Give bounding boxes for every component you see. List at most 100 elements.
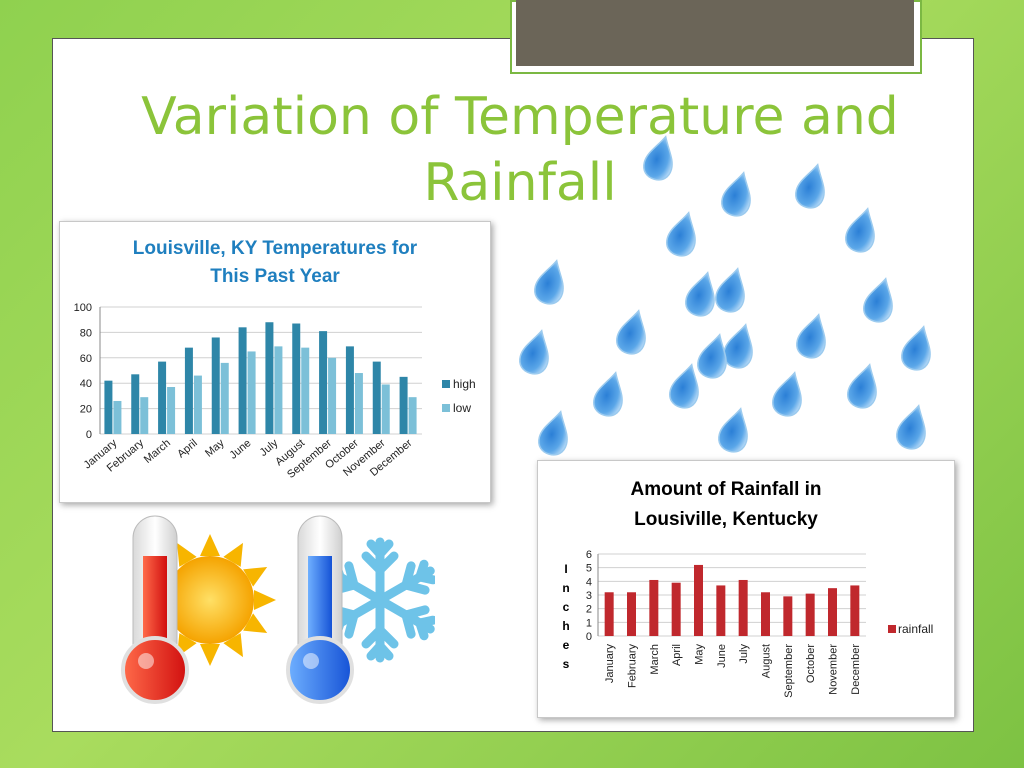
temperature-bar-high bbox=[104, 380, 113, 434]
temperature-y-tick-label: 20 bbox=[80, 404, 92, 416]
rainfall-bar bbox=[783, 596, 793, 636]
raindrop-icon bbox=[685, 271, 715, 317]
rainfall-bar bbox=[850, 585, 860, 636]
rainfall-bar bbox=[828, 588, 837, 636]
rainfall-x-tick-label: December bbox=[850, 644, 862, 695]
raindrop-icon bbox=[795, 163, 825, 209]
temperature-bar-low bbox=[247, 351, 256, 434]
temperature-bar-high bbox=[131, 374, 140, 434]
rainfall-y-tick-label: 3 bbox=[586, 590, 592, 602]
rainfall-y-axis-label-letter: I bbox=[564, 562, 567, 576]
temperature-bar-low bbox=[167, 387, 176, 434]
temperature-bar-high bbox=[184, 347, 193, 434]
temperature-bar-high bbox=[158, 361, 167, 434]
rainfall-x-tick-label: May bbox=[694, 644, 706, 665]
rainfall-bar bbox=[716, 585, 726, 636]
rainfall-y-tick-label: 1 bbox=[586, 617, 592, 629]
temperature-y-tick-label: 100 bbox=[74, 302, 92, 314]
temperature-bar-low bbox=[274, 346, 283, 434]
raindrop-icon bbox=[896, 404, 926, 450]
temperature-x-tick-label: May bbox=[203, 437, 227, 460]
rainfall-y-tick-label: 0 bbox=[586, 631, 592, 643]
rainfall-chart-title-line2: Lousiville, Kentucky bbox=[634, 509, 818, 530]
raindrop-icon bbox=[697, 333, 727, 379]
rainfall-y-tick-label: 5 bbox=[586, 563, 592, 575]
raindrop-icon bbox=[723, 323, 753, 369]
rainfall-bar bbox=[738, 579, 748, 636]
temperature-bar-low bbox=[220, 362, 229, 434]
temperature-bar-high bbox=[372, 361, 381, 434]
rainfall-y-axis-label-letter: s bbox=[563, 657, 570, 671]
slide-title-line1: Variation of Temperature and bbox=[141, 87, 899, 147]
rainfall-y-axis-label-letter: n bbox=[562, 581, 569, 595]
rainfall-x-tick-label: February bbox=[627, 644, 639, 689]
rainfall-x-tick-label: July bbox=[738, 644, 750, 664]
temperature-bar-low bbox=[193, 375, 202, 434]
rainfall-x-tick-label: January bbox=[604, 644, 616, 684]
rainfall-y-axis-label-letter: e bbox=[563, 638, 570, 652]
rainfall-bar bbox=[604, 592, 614, 636]
raindrop-icon bbox=[643, 135, 673, 181]
rainfall-bar bbox=[671, 582, 681, 636]
temperature-chart-card: Louisville, KY Temperatures for This Pas… bbox=[59, 221, 491, 503]
temperature-bar-low bbox=[354, 373, 363, 434]
rainfall-bar bbox=[694, 564, 703, 636]
raindrop-icon bbox=[616, 309, 646, 355]
legend-label-rainfall: rainfall bbox=[898, 622, 933, 636]
temperature-chart: Louisville, KY Temperatures for This Pas… bbox=[74, 238, 476, 481]
rainfall-bar bbox=[627, 592, 636, 636]
raindrop-icon bbox=[847, 363, 877, 409]
temperature-x-tick-label: April bbox=[175, 437, 200, 460]
slide-title: Variation of Temperature and Rainfall bbox=[60, 84, 980, 216]
temperature-y-tick-label: 80 bbox=[80, 327, 92, 339]
raindrop-icon bbox=[845, 207, 875, 253]
raindrop-icon bbox=[519, 329, 549, 375]
raindrop-icon bbox=[715, 267, 745, 313]
rainfall-y-tick-label: 4 bbox=[586, 576, 592, 588]
raindrop-icon bbox=[901, 325, 931, 371]
temperature-bar-high bbox=[292, 323, 301, 434]
rainfall-chart-card: Amount of Rainfall in Lousiville, Kentuc… bbox=[537, 460, 955, 718]
rainfall-chart: Amount of Rainfall in Lousiville, Kentuc… bbox=[562, 479, 933, 698]
temperature-y-tick-label: 40 bbox=[80, 378, 92, 390]
temperature-bar-high bbox=[345, 346, 354, 434]
cold-thermometer-icon bbox=[286, 515, 354, 704]
raindrop-icon bbox=[538, 410, 568, 456]
legend-label-high: high bbox=[453, 377, 476, 391]
hot-thermometer-sun-icon bbox=[121, 515, 276, 704]
raindrop-icon bbox=[593, 371, 623, 417]
temperature-chart-title-line1: Louisville, KY Temperatures for bbox=[133, 238, 418, 259]
raindrop-icon bbox=[796, 313, 826, 359]
temperature-bar-low bbox=[381, 384, 390, 434]
temperature-bar-low bbox=[140, 397, 149, 434]
rainfall-x-tick-label: September bbox=[783, 644, 795, 698]
rainfall-chart-title-line1: Amount of Rainfall in bbox=[630, 479, 821, 500]
temperature-bar-low bbox=[408, 397, 417, 434]
rainfall-x-tick-label: April bbox=[671, 644, 683, 666]
rainfall-x-tick-label: March bbox=[649, 644, 661, 675]
temperature-bar-low bbox=[113, 400, 122, 434]
legend-swatch-high bbox=[442, 380, 450, 388]
temperature-bar-low bbox=[328, 357, 337, 434]
rainfall-x-tick-label: November bbox=[828, 644, 840, 695]
raindrop-icon bbox=[863, 277, 893, 323]
raindrop-icon bbox=[669, 363, 699, 409]
temperature-x-tick-label: June bbox=[228, 437, 254, 462]
title-accent-fill bbox=[516, 0, 914, 66]
temperature-bar-high bbox=[211, 337, 220, 434]
legend-swatch-rainfall bbox=[888, 625, 896, 633]
thermometers-decoration bbox=[121, 515, 435, 704]
slide-title-line2: Rainfall bbox=[423, 153, 617, 213]
rainfall-y-axis-label-letter: h bbox=[562, 619, 569, 633]
temperature-bar-high bbox=[265, 322, 274, 434]
rainfall-bar bbox=[761, 592, 770, 636]
rainfall-y-tick-label: 6 bbox=[586, 549, 592, 561]
temperature-chart-title-line2: This Past Year bbox=[210, 266, 340, 287]
rainfall-x-tick-label: October bbox=[805, 644, 817, 683]
temperature-bar-high bbox=[238, 327, 247, 434]
temperature-y-tick-label: 0 bbox=[86, 429, 92, 441]
temperature-y-tick-label: 60 bbox=[80, 353, 92, 365]
legend-swatch-low bbox=[442, 404, 450, 412]
